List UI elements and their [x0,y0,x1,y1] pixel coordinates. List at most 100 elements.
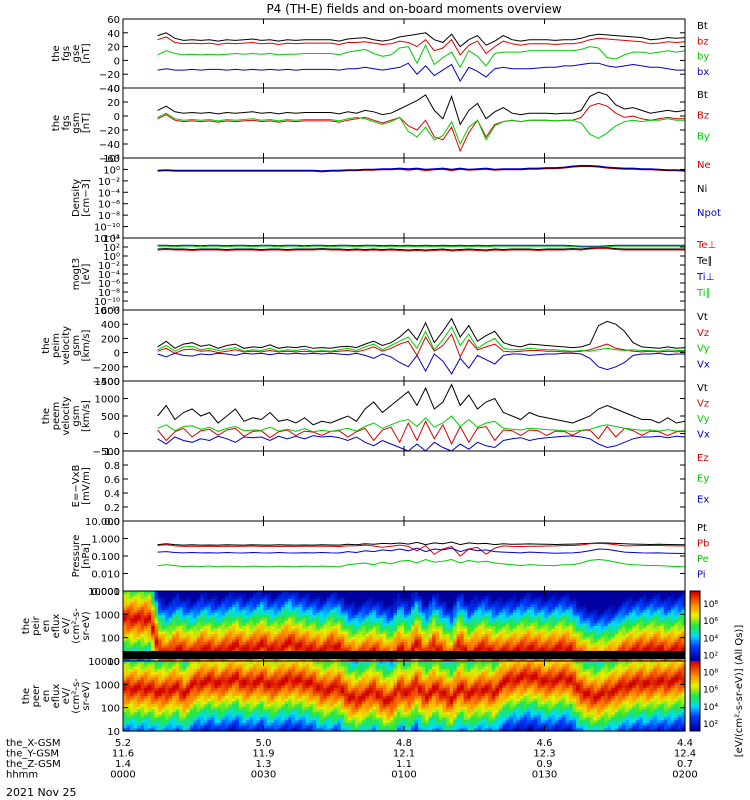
peir-cell [488,607,493,611]
peir-cell [502,609,507,614]
peir-cell [323,634,328,638]
y-axis-label-line: [cm−3] [81,179,92,217]
peir-cell [590,612,595,616]
peir-cell [151,647,156,651]
peir-cell [295,620,300,624]
peir-cell [449,593,454,597]
peir-cell [530,617,535,622]
pressure-series-1 [157,542,685,557]
peir-cell [656,612,662,616]
y-axis-label-line: mogt3 [71,258,82,291]
peir-cell [565,642,570,646]
peir-cell [404,617,409,622]
peir-cell [411,615,416,619]
peir-cell [228,601,233,606]
peir-cell [238,628,244,632]
peir-cell [214,634,219,638]
peir-cell [126,591,131,595]
peir-cell [309,607,314,611]
peer-cell [123,728,128,732]
peir-cell [628,647,633,651]
gse-series-1 [157,36,686,56]
y-tick-label: 0 [114,430,120,441]
peir-cell [407,636,412,641]
peer-cell [123,704,128,708]
peir-cell [344,591,349,595]
peir-cell [151,593,156,597]
peir-cell [281,607,286,611]
peir-cell [425,596,430,600]
peir-cell [667,604,672,608]
peir-cell [414,593,419,597]
peir-cell [439,636,444,641]
peir-cell [351,609,356,614]
peir-cell [663,607,669,611]
peir-cell [481,601,486,606]
peir-cell [386,626,391,630]
peir-cell [548,628,553,632]
peer-cell [182,674,187,678]
peir-cell [361,631,366,635]
peer-cell [172,682,177,686]
peer-cell [126,725,131,729]
peir-cell [646,631,651,635]
panel-density: 10²10⁰10⁻²10⁻⁴10⁻⁶10⁻⁸10⁻¹⁰10⁻¹²Density[… [71,154,721,245]
peir-cell [470,604,475,608]
peir-cell [172,628,177,632]
peir-cell [379,591,384,595]
peir-cell [533,617,539,622]
peir-cell [256,615,261,619]
peir-cell [130,623,135,627]
peir-cell [460,658,465,662]
peir-cell [670,607,676,611]
peir-cell [249,615,254,619]
peir-cell [562,620,567,624]
peir-cell [245,599,251,603]
peir-cell [674,601,679,606]
peir-cell [456,626,461,630]
peir-cell [158,604,163,608]
peir-cell [252,604,258,608]
peir-cell [446,639,451,643]
peir-cell [565,609,570,614]
peir-cell [411,601,416,606]
peer-cell [179,725,184,729]
peir-cell [172,620,177,624]
peir-cell [681,634,686,638]
peir-cell [309,626,314,630]
peir-cell [214,639,219,643]
peir-cell [526,644,532,649]
peir-cell [196,615,201,619]
peir-cell [519,607,525,611]
peir-cell [625,628,630,632]
peir-cell [168,617,173,622]
peir-cell [667,639,672,643]
peir-cell [569,599,574,603]
peir-cell [263,658,268,662]
peir-cell [663,634,669,638]
peir-cell [576,636,581,641]
peir-cell [562,634,567,638]
peir-cell [235,604,240,608]
peir-cell [210,631,215,635]
peir-cell [330,658,335,662]
peir-cell [379,623,384,627]
peir-cell [670,634,676,638]
peir-cell [256,609,261,614]
peir-cell [168,601,173,606]
peir-cell [309,636,314,641]
peir-cell [267,615,272,619]
peir-cell [576,623,581,627]
peir-cell [147,612,152,616]
peir-cell [126,596,131,600]
peir-cell [305,596,310,600]
peir-cell [649,647,654,651]
peir-cell [210,620,215,624]
peer-cell [154,720,159,724]
peir-cell [393,644,398,649]
peir-cell [590,609,595,614]
peir-cell [653,644,658,649]
peir-cell [670,628,676,632]
peir-cell [516,607,521,611]
